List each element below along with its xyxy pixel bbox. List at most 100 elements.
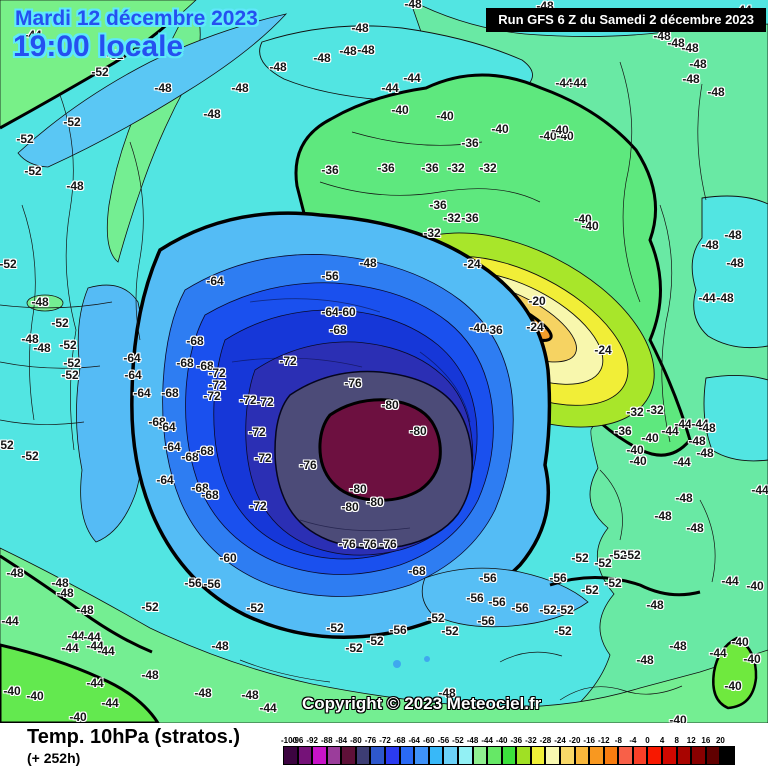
- scale-tick-label: -24: [554, 736, 566, 745]
- scale-tick-label: -68: [393, 736, 406, 745]
- scale-color-cell: [385, 746, 400, 765]
- scale-tick-label: 0: [645, 736, 650, 745]
- temp-contour-label: -48: [357, 43, 375, 57]
- color-scale-cells: [283, 746, 735, 765]
- temp-contour-label: -44: [83, 630, 101, 644]
- temp-contour-label: -32: [626, 405, 644, 419]
- scale-color-cell: [720, 746, 735, 765]
- temp-contour-label: -40: [574, 212, 592, 226]
- temp-contour-label: -48: [6, 566, 24, 580]
- temp-contour-label: -52: [0, 438, 14, 452]
- temp-contour-label: -52: [51, 316, 69, 330]
- temp-contour-label: -76: [379, 537, 397, 551]
- temp-contour-label: -60: [219, 551, 237, 565]
- temp-contour-label: -48: [726, 256, 744, 270]
- bright-green-blob-southwest: [0, 643, 160, 723]
- temp-contour-label: -52: [24, 164, 42, 178]
- scale-color-cell: [428, 746, 444, 765]
- temp-contour-label: -44: [403, 71, 421, 85]
- scale-tick-label: 16: [701, 736, 711, 745]
- scale-color-cell: [530, 746, 546, 765]
- temp-contour-label: -80: [366, 495, 384, 509]
- temp-contour-label: -76: [344, 376, 362, 390]
- temp-contour-label: -56: [511, 601, 529, 615]
- temp-contour-label: -40: [551, 123, 569, 137]
- temp-contour-label: -52: [594, 556, 612, 570]
- temp-contour-label: -48: [438, 686, 456, 700]
- scale-tick-label: 4: [659, 736, 665, 745]
- temp-contour-label: -32: [443, 211, 461, 225]
- temp-contour-label: -44: [259, 701, 277, 715]
- scale-tick-label: -100: [280, 736, 298, 745]
- scale-tick-label: -8: [614, 736, 622, 745]
- scale-color-cell: [399, 746, 415, 765]
- temp-contour-label: -80: [381, 398, 399, 412]
- scale-color-cell: [443, 746, 458, 765]
- temp-contour-label: -72: [249, 499, 267, 513]
- scale-tick-label: -36: [510, 736, 523, 745]
- temp-contour-label: -48: [654, 509, 672, 523]
- land-green-bottom-left: [0, 547, 768, 723]
- scale-color-cell: [676, 746, 692, 765]
- temp-contour-label: -64: [321, 305, 339, 319]
- temp-contour-label: -72: [208, 378, 226, 392]
- temp-contour-label: -76: [338, 537, 356, 551]
- temp-contour-label: -52: [427, 611, 445, 625]
- temp-contour-label: -72: [239, 393, 257, 407]
- temp-contour-label: -56: [488, 595, 506, 609]
- scale-tick-label: -4: [629, 736, 637, 745]
- valid-date-text: Mardi 12 décembre 2023: [15, 7, 258, 30]
- temp-contour-label: -72: [208, 366, 226, 380]
- temp-contour-label: -32: [423, 226, 441, 240]
- temp-contour-label: -44: [751, 483, 768, 497]
- temp-contour-label: -48: [359, 256, 377, 270]
- temp-contour-label: -68: [196, 359, 214, 373]
- temp-contour-label: -52: [441, 624, 459, 638]
- model-run-banner: Run GFS 6 Z du Samedi 2 décembre 2023: [486, 8, 766, 32]
- thick-contour-south-of-vortex: [549, 576, 701, 597]
- temp-contour-label: -36: [461, 136, 479, 150]
- scale-tick-label: -32: [525, 736, 537, 745]
- temp-contour-label: -64: [156, 473, 174, 487]
- temp-contour-label: -68: [329, 323, 347, 337]
- scale-color-cell: [457, 746, 473, 765]
- temp-contour-label: -40: [469, 321, 487, 335]
- scale-color-cell: [297, 746, 313, 765]
- temp-contour-label: -52: [581, 583, 599, 597]
- cyan-patch-alaska: [691, 195, 768, 349]
- temp-contour-label: -48: [701, 238, 719, 252]
- scale-tick-label: -80: [350, 736, 362, 745]
- lake-dot: [393, 660, 401, 668]
- temp-contour-label: -52: [246, 601, 264, 615]
- temp-contour-label: -52: [61, 368, 79, 382]
- map-parameter-title: Temp. 10hPa (stratos.): [27, 726, 241, 748]
- scale-tick-label: -92: [306, 736, 318, 745]
- temp-contour-label: -48: [313, 51, 331, 65]
- scale-color-cell: [283, 746, 298, 765]
- scale-color-cell: [647, 746, 663, 765]
- scale-color-cell: [545, 746, 560, 765]
- legend-bar: Temp. 10hPa (stratos.) (+ 252h) -100 -96-…: [0, 723, 768, 768]
- scale-color-cell: [341, 746, 356, 765]
- temp-contour-label: -52: [623, 548, 641, 562]
- temp-contour-label: -44: [61, 641, 79, 655]
- temp-contour-label: -48: [33, 341, 51, 355]
- scale-tick-label: -12: [597, 736, 610, 745]
- scale-color-cell: [632, 746, 648, 765]
- temp-contour-label: -52: [556, 603, 574, 617]
- temp-contour-label: -40: [391, 103, 409, 117]
- temp-contour-label: -44: [721, 574, 739, 588]
- temp-contour-label: -52: [63, 115, 81, 129]
- scale-tick-label: 8: [674, 736, 679, 745]
- temp-contour-label: -44: [709, 646, 727, 660]
- temp-contour-label: -40: [581, 219, 599, 233]
- temp-contour-label: -48: [675, 491, 693, 505]
- thick-contour-top-left: [0, 20, 171, 130]
- scale-color-cell: [472, 746, 488, 765]
- scale-color-cell: [516, 746, 531, 765]
- scale-color-cell: [326, 746, 342, 765]
- temp-contour-label: -68: [181, 450, 199, 464]
- temp-contour-label: -64: [124, 368, 142, 382]
- temp-contour-label: -48: [653, 29, 671, 43]
